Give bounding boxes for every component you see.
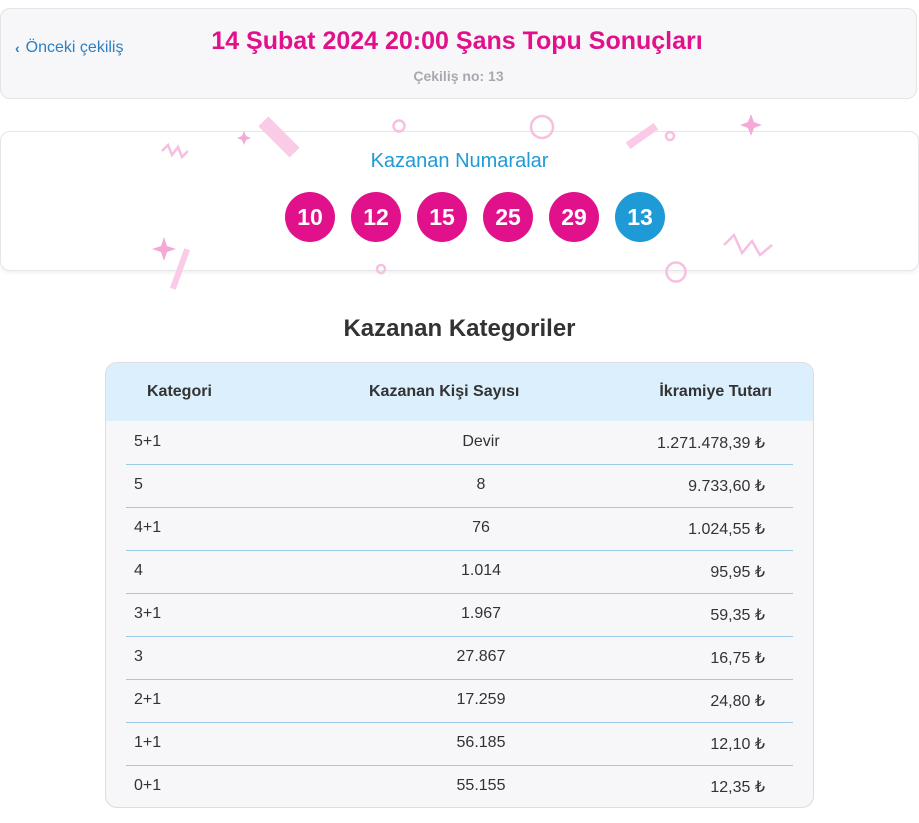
cell-kategori: 5+1	[134, 433, 162, 450]
table-row: 5 8 9.733,60 ₺	[126, 464, 793, 508]
previous-draw-label: Önceki çekiliş	[25, 39, 124, 56]
cell-tutar: 59,35 ₺	[710, 607, 765, 624]
cell-tutar: 12,10 ₺	[710, 736, 765, 753]
draw-number: Çekiliş no: 13	[413, 68, 504, 84]
cell-kategori: 4	[134, 562, 143, 579]
cell-kategori: 0+1	[134, 777, 162, 794]
cell-kisi: 56.185	[456, 734, 506, 751]
cell-kategori: 3+1	[134, 605, 162, 622]
cell-kisi: Devir	[462, 433, 500, 450]
chevron-left-icon: ‹	[15, 40, 20, 56]
column-header-tutar: İkramiye Tutarı	[659, 383, 772, 400]
column-header-kategori: Kategori	[147, 383, 212, 400]
cell-tutar: 9.733,60 ₺	[688, 478, 765, 495]
table-header: Kategori Kazanan Kişi Sayısı İkramiye Tu…	[106, 363, 813, 421]
cell-tutar: 24,80 ₺	[710, 693, 765, 710]
cell-kisi: 8	[476, 476, 486, 493]
winning-numbers-balls: 10 12 15 25 29 13	[285, 192, 665, 242]
cell-kategori: 3	[134, 648, 143, 665]
cell-kisi: 76	[472, 519, 490, 536]
cell-kategori: 4+1	[134, 519, 162, 536]
cell-kategori: 1+1	[134, 734, 162, 751]
prize-table: Kategori Kazanan Kişi Sayısı İkramiye Tu…	[105, 362, 814, 808]
table-row: 2+1 17.259 24,80 ₺	[126, 679, 793, 723]
previous-draw-link[interactable]: ‹ Önceki çekiliş	[15, 39, 123, 57]
draw-header: ‹ Önceki çekiliş 14 Şubat 2024 20:00 Şan…	[0, 8, 917, 99]
bonus-number-ball: 13	[615, 192, 665, 242]
cell-kisi: 27.867	[456, 648, 506, 665]
number-ball: 29	[549, 192, 599, 242]
number-ball: 15	[417, 192, 467, 242]
table-row: 0+1 55.155 12,35 ₺	[126, 765, 793, 807]
number-ball: 10	[285, 192, 335, 242]
cell-kategori: 5	[134, 476, 143, 493]
number-ball: 12	[351, 192, 401, 242]
cell-kategori: 2+1	[134, 691, 162, 708]
table-row: 3+1 1.967 59,35 ₺	[126, 593, 793, 637]
cell-tutar: 12,35 ₺	[710, 779, 765, 796]
column-header-kisi: Kazanan Kişi Sayısı	[369, 383, 520, 400]
cell-kisi: 1.967	[460, 605, 502, 622]
page-title: 14 Şubat 2024 20:00 Şans Topu Sonuçları	[211, 27, 703, 55]
table-row: 4 1.014 95,95 ₺	[126, 550, 793, 594]
winning-numbers-title: Kazanan Numaralar	[370, 150, 549, 172]
number-ball: 25	[483, 192, 533, 242]
table-row: 1+1 56.185 12,10 ₺	[126, 722, 793, 766]
cell-kisi: 55.155	[456, 777, 506, 794]
cell-tutar: 1.271.478,39 ₺	[656, 435, 765, 452]
cell-tutar: 1.024,55 ₺	[688, 521, 765, 538]
categories-title: Kazanan Kategoriler	[343, 315, 576, 342]
cell-kisi: 1.014	[460, 562, 502, 579]
table-row: 4+1 76 1.024,55 ₺	[126, 507, 793, 551]
table-row: 3 27.867 16,75 ₺	[126, 636, 793, 680]
cell-kisi: 17.259	[456, 691, 506, 708]
table-row: 5+1 Devir 1.271.478,39 ₺	[126, 421, 793, 465]
cell-tutar: 95,95 ₺	[710, 564, 765, 581]
cell-tutar: 16,75 ₺	[710, 650, 765, 667]
